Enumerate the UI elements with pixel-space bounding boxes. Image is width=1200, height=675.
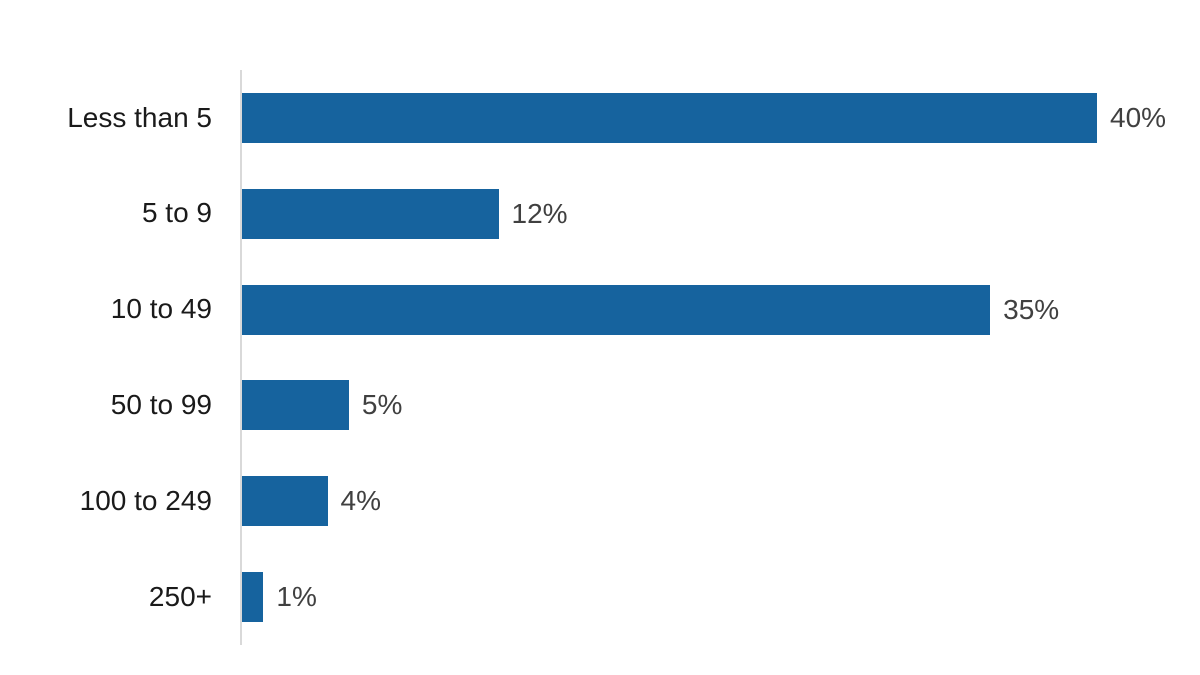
value-label: 12% [511,197,568,229]
chart-row: 250+ 1% [0,549,1200,645]
bar-rows: Less than 5 40% 5 to 9 12% 10 to 49 35% 50 to … [0,70,1200,645]
value-label: 1% [276,581,317,613]
value-label: 5% [361,389,403,421]
category-label: Less than 5 [67,101,212,133]
bar [242,380,349,431]
category-label: 50 to 99 [110,389,212,420]
chart-row: 10 to 49 35% [0,262,1200,358]
category-label: 250+ [148,580,212,612]
value-label: 40% [1110,101,1167,133]
chart-row: 100 to 249 4% [0,453,1200,549]
value-label: 35% [1003,293,1060,325]
chart-row: Less than 5 40% [0,70,1200,166]
category-label: 5 to 9 [141,197,212,229]
bar [242,476,328,527]
category-label: 100 to 249 [79,484,212,516]
chart-row: 50 to 99 5% [0,357,1200,453]
y-axis-line [240,70,242,645]
value-label: 4% [340,485,381,517]
bar [242,572,264,623]
bar [242,92,1097,143]
chart-row: 5 to 9 12% [0,166,1200,262]
bar [242,284,991,335]
bar [242,188,499,239]
category-label: 10 to 49 [110,293,212,325]
